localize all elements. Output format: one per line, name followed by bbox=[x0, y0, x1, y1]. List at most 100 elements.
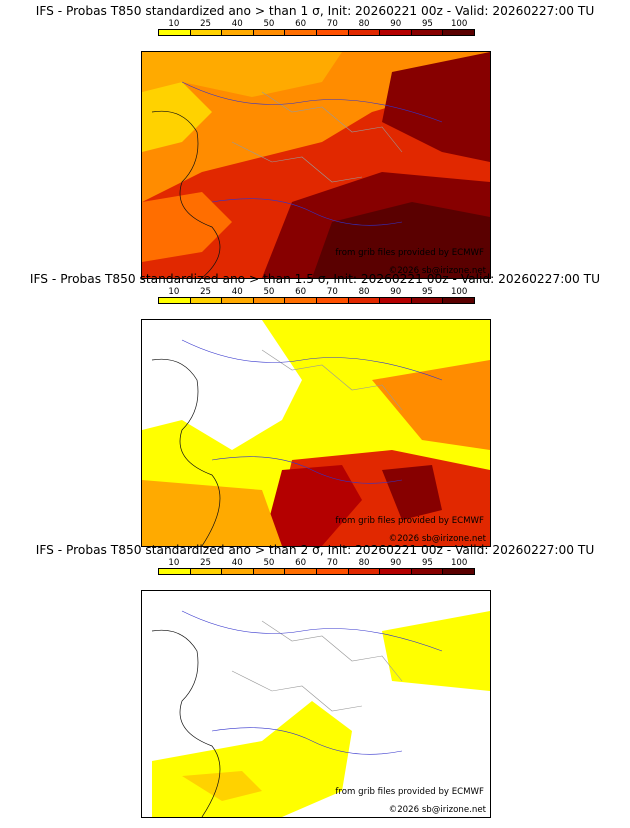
colorbar-cell bbox=[222, 298, 254, 303]
map-canvas bbox=[142, 320, 490, 546]
prob-field-area bbox=[382, 611, 490, 691]
river bbox=[181, 610, 443, 652]
map-canvas bbox=[142, 591, 490, 817]
colorbar-cell bbox=[348, 298, 381, 303]
colorbar-tick-label: 100 bbox=[450, 19, 468, 29]
colorbar-cell bbox=[348, 569, 381, 574]
colorbar-tick-label: 70 bbox=[326, 19, 338, 29]
colorbar-cell bbox=[159, 569, 191, 574]
prob-field-area bbox=[382, 465, 442, 520]
colorbar-strip bbox=[158, 568, 475, 575]
colorbar-cell bbox=[190, 298, 223, 303]
copyright-credit: ©2026 sb@irizone.net bbox=[388, 805, 486, 815]
colorbar-tick-label: 95 bbox=[421, 558, 433, 568]
colorbar-tick-label: 70 bbox=[326, 287, 338, 297]
colorbar-tick-label: 25 bbox=[200, 558, 212, 568]
colorbar-cell bbox=[253, 298, 286, 303]
colorbar-cell bbox=[443, 30, 474, 35]
colorbar-cell bbox=[159, 298, 191, 303]
colorbar-tick-label: 40 bbox=[231, 287, 243, 297]
colorbar-tick-label: 50 bbox=[263, 19, 275, 29]
colorbar-tick-label: 40 bbox=[231, 558, 243, 568]
colorbar-cell bbox=[443, 569, 474, 574]
data-source-credit: from grib files provided by ECMWF bbox=[335, 248, 484, 258]
colorbar-cell bbox=[285, 298, 317, 303]
colorbar-tick-label: 10 bbox=[168, 287, 180, 297]
admin-border bbox=[261, 620, 403, 682]
river bbox=[211, 456, 403, 484]
colorbar-cell bbox=[316, 569, 349, 574]
prob-field-area bbox=[262, 465, 362, 546]
colorbar-tick-label: 80 bbox=[358, 558, 370, 568]
prob-field-area bbox=[142, 82, 212, 152]
probability-map: from grib files provided by ECMWF ©2026 … bbox=[141, 590, 491, 818]
colorbar-tick-label: 25 bbox=[200, 19, 212, 29]
map-panel-2: IFS - Probas T850 standardized ano > tha… bbox=[0, 272, 630, 548]
river bbox=[181, 81, 443, 123]
colorbar-legend: 10 25 40 50 60 70 80 90 95 100 bbox=[158, 19, 475, 45]
colorbar-cell bbox=[222, 30, 254, 35]
probability-map: from grib files provided by ECMWF ©2026 … bbox=[141, 319, 491, 547]
colorbar-tick-label: 80 bbox=[358, 287, 370, 297]
coastline bbox=[151, 629, 221, 817]
admin-border bbox=[231, 670, 363, 712]
coastline bbox=[151, 110, 221, 278]
probability-map: from grib files provided by ECMWF ©2026 … bbox=[141, 51, 491, 279]
colorbar-cell bbox=[316, 298, 349, 303]
colorbar-cell bbox=[253, 30, 286, 35]
prob-field-area bbox=[142, 480, 282, 546]
prob-field-area bbox=[182, 771, 262, 801]
panel-title: IFS - Probas T850 standardized ano > tha… bbox=[29, 272, 601, 286]
map-panel-1: IFS - Probas T850 standardized ano > tha… bbox=[0, 4, 630, 280]
colorbar-tick-label: 90 bbox=[390, 287, 402, 297]
colorbar-tick-label: 95 bbox=[421, 287, 433, 297]
admin-border bbox=[231, 141, 363, 183]
copyright-credit: ©2026 sb@irizone.net bbox=[388, 534, 486, 544]
colorbar-cell bbox=[285, 30, 317, 35]
prob-field-area bbox=[142, 52, 342, 97]
panel-title: IFS - Probas T850 standardized ano > tha… bbox=[35, 543, 595, 557]
colorbar-cell bbox=[380, 569, 412, 574]
colorbar-cell bbox=[411, 569, 444, 574]
colorbar-tick-label: 90 bbox=[390, 19, 402, 29]
colorbar-cell bbox=[190, 30, 223, 35]
colorbar-tick-label: 60 bbox=[295, 287, 307, 297]
coastline bbox=[151, 358, 221, 546]
map-canvas bbox=[142, 52, 490, 278]
colorbar-tick-label: 40 bbox=[231, 19, 243, 29]
colorbar-cell bbox=[285, 569, 317, 574]
river bbox=[181, 339, 443, 381]
data-source-credit: from grib files provided by ECMWF bbox=[335, 516, 484, 526]
colorbar-strip bbox=[158, 29, 475, 36]
map-panel-3: IFS - Probas T850 standardized ano > tha… bbox=[0, 543, 630, 819]
colorbar-tick-label: 95 bbox=[421, 19, 433, 29]
colorbar-tick-label: 90 bbox=[390, 558, 402, 568]
colorbar-legend: 10 25 40 50 60 70 80 90 95 100 bbox=[158, 287, 475, 313]
admin-border bbox=[261, 91, 403, 153]
prob-field-area bbox=[382, 52, 490, 162]
colorbar-cell bbox=[411, 298, 444, 303]
colorbar-cell bbox=[443, 298, 474, 303]
colorbar-cell bbox=[190, 569, 223, 574]
admin-border bbox=[261, 349, 403, 411]
colorbar-tick-label: 50 bbox=[263, 558, 275, 568]
colorbar-cell bbox=[380, 30, 412, 35]
colorbar-strip bbox=[158, 297, 475, 304]
data-source-credit: from grib files provided by ECMWF bbox=[335, 787, 484, 797]
colorbar-cell bbox=[316, 30, 349, 35]
colorbar-tick-label: 10 bbox=[168, 19, 180, 29]
panel-title: IFS - Probas T850 standardized ano > tha… bbox=[35, 4, 595, 18]
river bbox=[211, 727, 403, 755]
colorbar-tick-label: 100 bbox=[450, 558, 468, 568]
colorbar-tick-label: 25 bbox=[200, 287, 212, 297]
colorbar-tick-label: 10 bbox=[168, 558, 180, 568]
colorbar-tick-label: 60 bbox=[295, 558, 307, 568]
colorbar-tick-label: 50 bbox=[263, 287, 275, 297]
copyright-credit: ©2026 sb@irizone.net bbox=[388, 266, 486, 276]
colorbar-legend: 10 25 40 50 60 70 80 90 95 100 bbox=[158, 558, 475, 584]
prob-field-area bbox=[142, 192, 232, 262]
colorbar-tick-label: 100 bbox=[450, 287, 468, 297]
colorbar-cell bbox=[222, 569, 254, 574]
river bbox=[211, 198, 403, 226]
colorbar-cell bbox=[159, 30, 191, 35]
